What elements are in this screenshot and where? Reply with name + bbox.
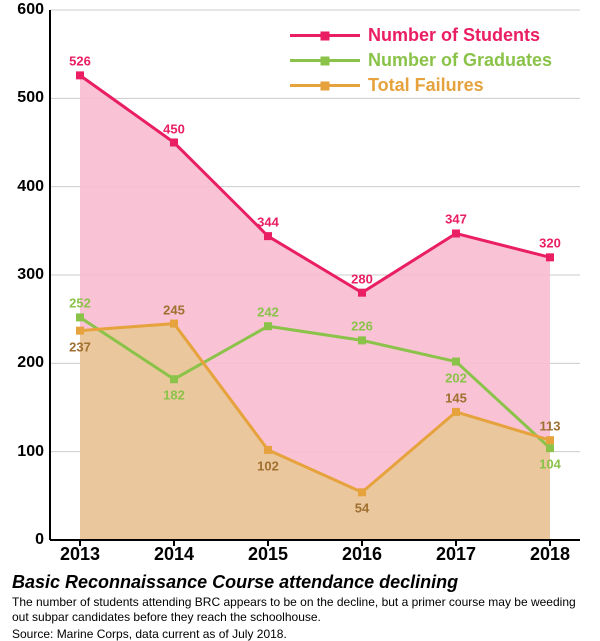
data-point-label: 242: [257, 305, 279, 320]
x-tick-label: 2013: [60, 540, 100, 565]
data-point-label: 280: [351, 271, 373, 286]
x-tick-label: 2015: [248, 540, 288, 565]
y-tick-label: 400: [17, 178, 50, 196]
legend-swatch: [290, 34, 360, 37]
x-tick-label: 2014: [154, 540, 194, 565]
data-point-label: 182: [163, 388, 185, 403]
x-tick-label: 2017: [436, 540, 476, 565]
data-point-label: 347: [445, 212, 467, 227]
legend-label: Number of Students: [368, 25, 540, 46]
caption-block: Basic Reconnaissance Course attendance d…: [12, 572, 588, 641]
data-point-label: 113: [540, 419, 561, 434]
y-tick-label: 100: [17, 443, 50, 461]
data-point-label: 54: [355, 501, 369, 516]
data-point-label: 252: [69, 296, 91, 311]
legend-swatch: [290, 84, 360, 87]
y-tick-label: 600: [17, 1, 50, 19]
x-tick-label: 2016: [342, 540, 382, 565]
x-tick-label: 2018: [530, 540, 570, 565]
data-point-label: 102: [257, 458, 279, 473]
y-tick-label: 500: [17, 89, 50, 107]
data-point-label: 526: [69, 54, 91, 69]
data-point-label: 145: [445, 390, 467, 405]
plot-area: 0100200300400500600 20132014201520162017…: [50, 10, 580, 540]
legend-swatch: [290, 59, 360, 62]
chart-container: 0 100 200 300 400 500 600 2013 2014 2015 2016 2017…: [0, 0, 600, 641]
legend-item: Number of Graduates: [290, 50, 552, 71]
y-tick-label: 200: [17, 354, 50, 372]
data-point-label: 202: [445, 370, 467, 385]
legend-label: Number of Graduates: [368, 50, 552, 71]
data-point-label: 226: [351, 319, 373, 334]
legend: Number of Students Number of Graduates Tot…: [290, 25, 552, 100]
data-point-label: 344: [257, 215, 279, 230]
legend-item: Total Failures: [290, 75, 552, 96]
y-tick-label: 0: [35, 531, 50, 549]
data-point-label: 237: [69, 339, 91, 354]
legend-item: Number of Students: [290, 25, 552, 46]
y-tick-label: 300: [17, 266, 50, 284]
data-point-label: 245: [163, 302, 185, 317]
data-point-label: 320: [539, 236, 561, 251]
caption-source: Source: Marine Corps, data current as of…: [12, 627, 588, 641]
caption-body: The number of students attending BRC app…: [12, 595, 588, 625]
legend-label: Total Failures: [368, 75, 484, 96]
caption-title: Basic Reconnaissance Course attendance d…: [12, 572, 588, 593]
data-point-label: 104: [539, 457, 561, 472]
data-point-label: 450: [163, 121, 185, 136]
